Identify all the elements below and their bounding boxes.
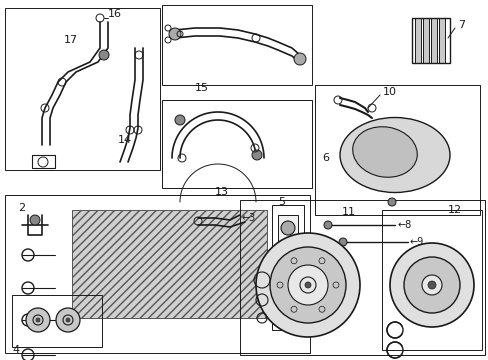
Bar [411,18,449,63]
Circle shape [251,150,262,160]
Circle shape [293,53,305,65]
Ellipse shape [339,117,449,193]
Circle shape [66,318,70,322]
Bar [430,18,436,63]
Circle shape [269,247,346,323]
Bar [422,18,428,63]
Bar [438,18,444,63]
Bar [162,5,311,85]
Bar [12,295,102,347]
Text: 16: 16 [108,9,122,19]
Circle shape [324,221,331,229]
Bar [162,100,311,188]
Bar [5,195,309,353]
Circle shape [26,308,50,332]
Text: ←9: ←9 [409,237,424,247]
Circle shape [281,303,294,317]
Circle shape [338,238,346,246]
Bar [314,85,479,215]
Text: 14: 14 [118,135,132,145]
Circle shape [427,281,435,289]
Text: ←3: ←3 [242,213,256,223]
Text: 15: 15 [195,83,208,93]
Bar [271,205,304,330]
Text: 5: 5 [278,197,285,207]
Circle shape [366,134,402,170]
Circle shape [403,257,459,313]
Bar [278,215,297,323]
Bar [240,200,484,355]
Circle shape [36,318,40,322]
Circle shape [421,275,441,295]
Text: 7: 7 [457,20,464,30]
Circle shape [287,265,327,305]
Text: ←8: ←8 [397,220,411,230]
Circle shape [389,243,473,327]
Text: ←1: ←1 [305,243,320,253]
Bar [414,18,420,63]
Circle shape [30,215,40,225]
Circle shape [56,308,80,332]
Text: 6: 6 [321,153,328,163]
Text: 17: 17 [64,35,78,45]
Circle shape [99,50,109,60]
Text: 4: 4 [12,345,19,355]
Circle shape [281,221,294,235]
Bar [72,210,266,318]
Bar [381,210,481,350]
Ellipse shape [352,127,416,177]
Text: 13: 13 [215,187,228,197]
Circle shape [175,115,184,125]
Circle shape [169,28,181,40]
Text: 12: 12 [447,205,461,215]
Circle shape [305,282,310,288]
Text: 2: 2 [18,203,25,213]
Bar [5,8,160,170]
Circle shape [256,233,359,337]
Text: 10: 10 [382,87,396,97]
Circle shape [387,198,395,206]
Text: 11: 11 [341,207,355,217]
